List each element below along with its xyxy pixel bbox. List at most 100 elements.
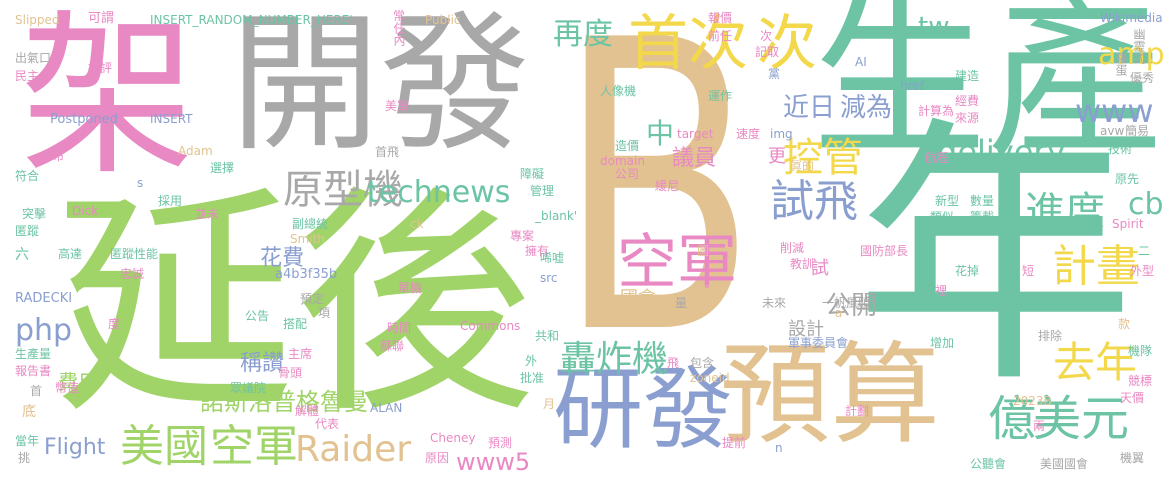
cloud-word-jingfei: 經費 <box>955 94 980 108</box>
cloud-word-cheney: Cheney <box>430 431 476 445</box>
cloud-word-du: 度 <box>108 317 121 331</box>
cloud-word-jia: 架 <box>20 0 195 199</box>
cloud-word-shijian: 時間 <box>387 321 412 335</box>
cloud-word-jisuanwei: 計算為 <box>918 104 955 118</box>
cloud-word-delivery: delivery <box>937 133 1066 171</box>
cloud-word-jishu: 技術 <box>1108 142 1133 156</box>
cloud-word-sheji: 設計 <box>788 319 824 340</box>
cloud-word-dangnian: 當年 <box>15 434 40 448</box>
cloud-word-yanhou: 延後 <box>55 165 536 445</box>
cloud-word-technews: technews <box>367 175 511 210</box>
cloud-word-youxiu: 優秀 <box>1130 71 1155 85</box>
cloud-word-youlingshi: 幽靈式 <box>1132 28 1146 64</box>
cloud-word-yanfa: 研發 <box>553 357 733 462</box>
cloud-word-nizongxingneng: 匿蹤性能 <box>110 247 159 261</box>
cloud-word-yuanxingji: 原型機 <box>283 167 403 213</box>
cloud-word-insert: INSERT <box>150 112 193 126</box>
cloud-word-2023b: 2023B <box>1013 394 1052 408</box>
cloud-word-src: src <box>540 271 558 285</box>
cloud-word-zengjia: 增加 <box>930 336 955 350</box>
cloud-word-shouci: 首次 <box>628 9 748 79</box>
cloud-word-yiyuan: 議員 <box>672 146 717 171</box>
cloud-word-adam: Adam <box>178 144 213 158</box>
cloud-word-img: img <box>770 127 793 141</box>
cloud-word-postponed: Postponed <box>50 112 118 127</box>
cloud-word-danji: 單機 <box>398 281 423 295</box>
cloud-word-tianjia: 天價 <box>1120 391 1145 405</box>
cloud-word-fuhe: 符合 <box>15 169 40 183</box>
cloud-word-radecki: RADECKI <box>15 291 73 306</box>
cloud-word-huadiao: 花掉 <box>955 264 980 278</box>
cloud-word-yusuan: 預算 <box>720 331 940 459</box>
cloud-word-paichu: 排除 <box>1038 329 1063 343</box>
cloud-word-zhangai: 障礙 <box>520 167 545 181</box>
cloud-word-fuzongtong: 副總統 <box>292 217 329 231</box>
cloud-word-jinri: 近日 <box>783 93 836 123</box>
cloud-word-gonghe: 共和 <box>535 329 560 343</box>
cloud-word-di: 底 <box>22 404 36 420</box>
cloud-word-liang-2: 兩 <box>1033 419 1046 433</box>
cloud-word-rennei: 任內 <box>392 22 406 46</box>
cloud-word-leisi: 類似 <box>930 210 955 224</box>
cloud-word-liang: 量 <box>675 296 688 310</box>
cloud-word-flight: Flight <box>44 435 106 460</box>
cloud-word-zhuxi: 主席 <box>288 347 313 361</box>
cloud-word-bingwei: 並未 <box>195 207 220 221</box>
cloud-word-shifei: 試飛 <box>770 176 858 227</box>
cloud-word-jiyi: 機翼 <box>1120 451 1145 465</box>
cloud-word-chang: 常 <box>393 9 406 23</box>
cloud-word-blank: _blank' <box>535 209 578 223</box>
cloud-word-a4b3f35b: a4b3f35b <box>275 267 338 282</box>
cloud-word-jianzao: 建造 <box>955 69 980 83</box>
cloud-word-avw: avw <box>1100 124 1125 138</box>
cloud-word-xixu: 唏嘘 <box>540 251 565 265</box>
cloud-word-geng: 更 <box>768 146 786 167</box>
cloud-word-meiguo: 美國 <box>120 421 208 472</box>
cloud-word-target: target <box>677 127 714 141</box>
cloud-word-junshiweiyuanhui: 軍事委員會 <box>788 336 849 350</box>
cloud-word-chengzan: 稱讚 <box>240 351 285 376</box>
cloud-word-er: 二 <box>1138 244 1151 258</box>
cloud-word-nian: 年 <box>855 95 1135 421</box>
cloud-word-jihua: 計畫 <box>1052 241 1140 292</box>
cloud-word-guofangbuzhang: 國防部長 <box>860 244 909 258</box>
cloud-word-kewei: 可謂 <box>88 11 115 26</box>
cloud-word-php: php <box>15 313 73 348</box>
cloud-word-pizhun: 批准 <box>520 371 545 385</box>
cloud-word-ci: 次 <box>757 9 817 79</box>
cloud-word-zhende: 眞的 <box>790 159 815 173</box>
cloud-word-tu: 圖 <box>697 244 710 258</box>
cloud-word-baogaoshu: 報告書 <box>15 364 52 378</box>
cloud-word-shou: 首 <box>30 384 43 398</box>
cloud-word-xuejian: 削減 <box>780 241 805 255</box>
cloud-word-tiqian: 提前 <box>722 436 747 450</box>
cloud-word-n: n <box>775 441 783 455</box>
cloud-word-waixing: 外型 <box>1130 264 1155 278</box>
cloud-word-jidui: 機隊 <box>1128 344 1153 358</box>
cloud-word-zhong: 中 <box>646 117 675 150</box>
cloud-word-b: B <box>557 0 758 422</box>
cloud-word-cb: cb <box>1128 187 1164 222</box>
cloud-word-public: Public <box>425 13 461 27</box>
cloud-word-domain: domain <box>600 154 645 168</box>
cloud-word-zhongcheng: 忠誠 <box>120 267 145 281</box>
cloud-word-li: 裡 <box>935 284 948 298</box>
cloud-word-insert-random-number: INSERT_RANDOM_NUMBER_HERE' <box>150 13 353 27</box>
cloud-word-kaifa: 開發 <box>230 0 531 172</box>
cloud-word-yuding: 預定 <box>300 292 325 306</box>
cloud-word-shuliang: 數量 <box>970 194 995 208</box>
cloud-word-smith: Smith <box>290 232 325 246</box>
cloud-word-kuan: 款 <box>1118 317 1131 331</box>
cloud-word-jiqu: 記取 <box>755 45 780 59</box>
cloud-word-jianwei: 減為 <box>840 93 893 123</box>
cloud-word-gongbu: 公布 <box>40 149 65 163</box>
cloud-word-amp: amp <box>1098 37 1165 72</box>
cloud-word-s: s <box>137 176 144 190</box>
cloud-word-gutou: 骨頭 <box>278 366 303 380</box>
cloud-word-wai: 外 <box>525 354 538 368</box>
cloud-word-zaidu: 再度 <box>553 17 613 52</box>
cloud-word-weilai: 未來 <box>762 296 787 310</box>
cloud-word-liu: 六 <box>15 247 29 263</box>
cloud-word-shoufei: 首飛 <box>375 145 400 159</box>
